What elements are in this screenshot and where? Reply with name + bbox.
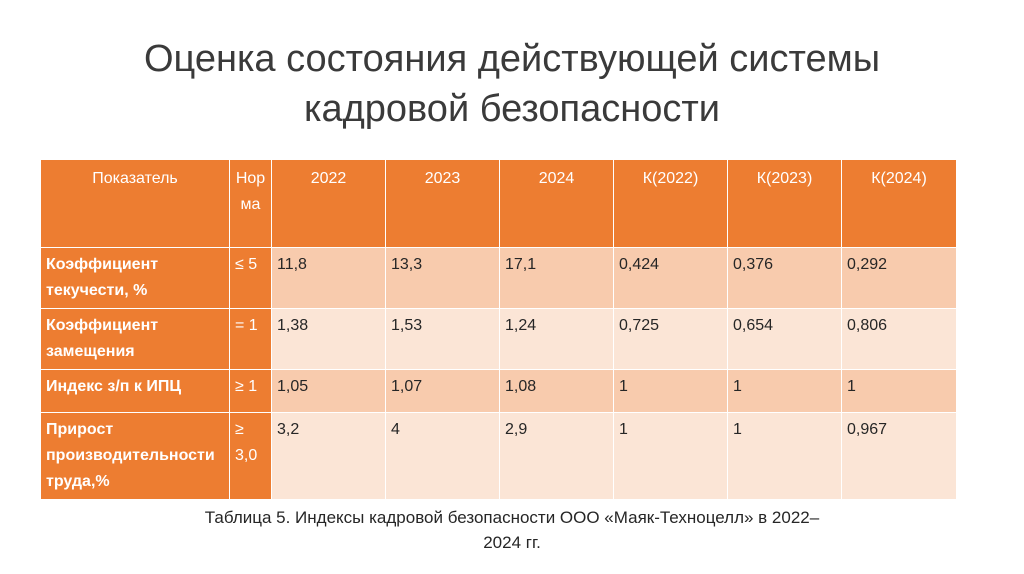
cell-k2022: 1: [613, 412, 728, 500]
row-norm: ≥ 3,0: [229, 412, 272, 500]
cell-k2022: 0,725: [613, 308, 728, 370]
row-label: Коэффициент текучести, %: [40, 247, 230, 309]
cell-k2022: 1: [613, 369, 728, 413]
cell-2023: 1,07: [385, 369, 500, 413]
table-header-row: Показатель Нор ма 2022 2023 2024 К(2022)…: [40, 159, 957, 248]
row-norm: ≥ 1: [229, 369, 272, 413]
cell-2023: 4: [385, 412, 500, 500]
cell-2023: 1,53: [385, 308, 500, 370]
cell-2024: 17,1: [499, 247, 614, 309]
row-norm: ≤ 5: [229, 247, 272, 309]
page-title: Оценка состояния действующей системы кад…: [143, 38, 881, 130]
cell-k2023: 1: [727, 412, 842, 500]
cell-2024: 1,08: [499, 369, 614, 413]
cell-2022: 3,2: [271, 412, 386, 500]
table-caption: Таблица 5. Индексы кадровой безопасности…: [204, 508, 820, 552]
row-label: Индекс з/п к ИПЦ: [40, 369, 230, 413]
table-row: Индекс з/п к ИПЦ ≥ 1 1,05 1,07 1,08 1 1 …: [40, 369, 957, 413]
cell-2024: 1,24: [499, 308, 614, 370]
header-norm: Нор ма: [229, 159, 272, 248]
cell-k2023: 0,654: [727, 308, 842, 370]
cell-2022: 11,8: [271, 247, 386, 309]
row-label: Коэффициент замещения: [40, 308, 230, 370]
cell-2022: 1,05: [271, 369, 386, 413]
cell-k2023: 1: [727, 369, 842, 413]
header-k2022: К(2022): [613, 159, 728, 248]
cell-k2024: 1: [841, 369, 957, 413]
kadr-security-table: Показатель Нор ма 2022 2023 2024 К(2022)…: [40, 159, 957, 500]
cell-k2024: 0,967: [841, 412, 957, 500]
row-norm: = 1: [229, 308, 272, 370]
table-row: Коэффициент замещения = 1 1,38 1,53 1,24…: [40, 308, 957, 370]
cell-2024: 2,9: [499, 412, 614, 500]
header-k2024: К(2024): [841, 159, 957, 248]
header-indicator: Показатель: [40, 159, 230, 248]
header-2022: 2022: [271, 159, 386, 248]
table-row: Коэффициент текучести, % ≤ 5 11,8 13,3 1…: [40, 247, 957, 309]
cell-2023: 13,3: [385, 247, 500, 309]
cell-k2022: 0,424: [613, 247, 728, 309]
table-row: Прирост производительности труда,% ≥ 3,0…: [40, 412, 957, 500]
kadr-security-table-container: Показатель Нор ма 2022 2023 2024 К(2022)…: [40, 159, 957, 500]
header-k2023: К(2023): [727, 159, 842, 248]
row-label: Прирост производительности труда,%: [40, 412, 230, 500]
cell-k2024: 0,806: [841, 308, 957, 370]
header-2023: 2023: [385, 159, 500, 248]
cell-k2023: 0,376: [727, 247, 842, 309]
header-2024: 2024: [499, 159, 614, 248]
cell-2022: 1,38: [271, 308, 386, 370]
cell-k2024: 0,292: [841, 247, 957, 309]
